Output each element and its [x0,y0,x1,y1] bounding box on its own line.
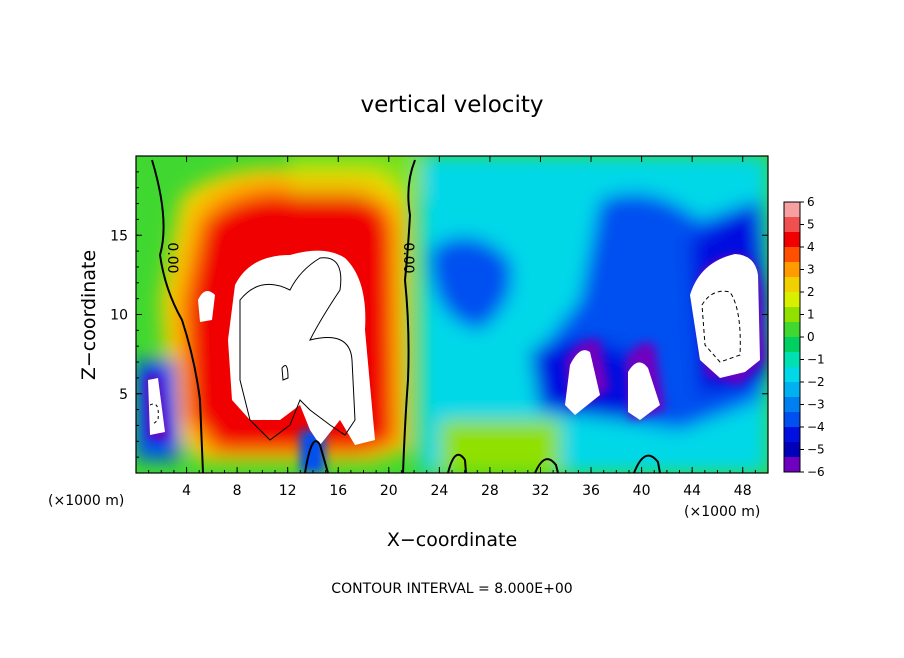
y-tick-label: 5 [119,387,128,403]
colorbar-swatch [784,202,800,218]
y-axis: 5 10 15 [110,171,768,458]
colorbar-swatch [784,337,800,353]
x-tick-label: 48 [734,483,752,499]
x-tick-label: 4 [182,483,191,499]
colorbar-swatch [784,412,800,428]
colorbar-tick-label: −1 [807,353,825,367]
colorbar-swatch [784,262,800,278]
colorbar-swatch [784,442,800,458]
x-tick-label: 24 [430,483,448,499]
colorbar-tick-label: 1 [807,308,815,322]
contour-label: 0.00 [164,242,180,273]
x-unit-right: (×1000 m) [684,504,760,520]
contour-interval-note: CONTOUR INTERVAL = 8.000E+00 [331,581,572,597]
colorbar-swatch [784,217,800,233]
colorbar-swatch [784,397,800,413]
colorbar-swatch [784,232,800,248]
colorbar-swatch [784,382,800,398]
x-tick-label: 20 [380,483,398,499]
x-axis-title: X−coordinate [387,529,517,551]
x-tick-label: 8 [233,483,242,499]
x-axis: 4 8 12 16 20 24 28 32 36 40 44 48 [148,156,756,499]
colorbar-tick-label: −2 [807,375,825,389]
colorbar-swatch [784,352,800,368]
colorbar-tick-label: 4 [807,240,815,254]
colorbar-swatch [784,367,800,383]
chart-title: vertical velocity [361,92,544,118]
y-tick-label: 10 [110,308,128,324]
colorbar: 6 5 4 3 2 1 0 −1 −2 −3 −4 −5 −6 [783,195,825,479]
colorbar-tick-label: 5 [807,218,815,232]
colorbar-swatch [784,427,800,443]
y-axis-title: Z−coordinate [78,250,100,380]
x-tick-label: 36 [582,483,600,499]
x-tick-label: 16 [329,483,347,499]
colorbar-swatch [784,322,800,338]
colorbar-tick-label: −4 [807,420,825,434]
colorbar-tick-label: 6 [807,195,815,209]
heatmap-field [136,156,768,473]
colorbar-swatch [784,247,800,263]
colorbar-tick-label: 0 [807,330,815,344]
colorbar-tick-label: 2 [807,285,815,299]
colorbar-tick-label: −5 [807,443,825,457]
colorbar-swatch [784,307,800,323]
colorbar-swatch [784,277,800,293]
colorbar-tick-label: 3 [807,263,815,277]
contour-label: 0.00 [400,242,416,273]
contour-lines [149,159,741,473]
x-tick-label: 28 [481,483,499,499]
x-tick-label: 40 [633,483,651,499]
x-tick-label: 44 [683,483,701,499]
y-tick-label: 15 [110,228,128,244]
x-tick-label: 32 [532,483,550,499]
x-tick-label: 12 [279,483,297,499]
colorbar-swatch [784,292,800,308]
x-unit-left: (×1000 m) [48,493,124,509]
colorbar-tick-label: −6 [807,465,825,479]
colorbar-swatch [784,457,800,473]
colorbar-tick-label: −3 [807,398,825,412]
